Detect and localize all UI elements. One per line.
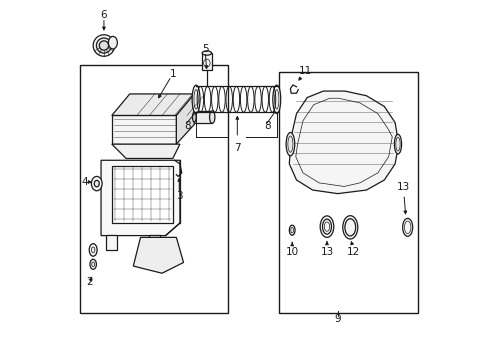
Polygon shape [112, 116, 176, 144]
Ellipse shape [92, 262, 94, 267]
Polygon shape [289, 91, 398, 194]
Ellipse shape [202, 51, 211, 55]
Bar [278, 72, 418, 313]
Ellipse shape [91, 176, 102, 191]
Bar [202, 53, 211, 70]
Text: 13: 13 [396, 182, 409, 192]
Ellipse shape [94, 180, 99, 187]
Text: 2: 2 [86, 277, 93, 287]
Ellipse shape [209, 111, 214, 123]
Polygon shape [112, 166, 172, 223]
Ellipse shape [96, 38, 111, 53]
Text: 8: 8 [264, 121, 270, 131]
Polygon shape [112, 144, 180, 158]
Ellipse shape [272, 85, 280, 113]
Text: 1: 1 [169, 69, 176, 79]
Ellipse shape [394, 134, 401, 154]
Ellipse shape [285, 132, 294, 156]
Ellipse shape [287, 136, 292, 152]
Bar [106, 235, 117, 250]
Ellipse shape [192, 112, 196, 122]
Bar [149, 235, 160, 250]
Polygon shape [133, 237, 183, 273]
Ellipse shape [402, 219, 412, 236]
Text: 4: 4 [81, 177, 88, 187]
Ellipse shape [395, 137, 399, 151]
Text: 12: 12 [346, 247, 359, 257]
Text: 8: 8 [183, 121, 190, 131]
Bar [80, 65, 228, 313]
Ellipse shape [290, 228, 293, 233]
Polygon shape [112, 94, 194, 116]
Ellipse shape [342, 216, 357, 239]
Ellipse shape [99, 41, 108, 50]
Text: 6: 6 [101, 10, 107, 20]
Ellipse shape [289, 225, 294, 235]
Text: 7: 7 [234, 143, 240, 153]
Ellipse shape [192, 85, 200, 113]
Ellipse shape [108, 36, 117, 49]
Ellipse shape [320, 216, 333, 237]
Ellipse shape [93, 35, 115, 56]
Ellipse shape [91, 247, 95, 253]
Text: 10: 10 [285, 247, 298, 257]
Polygon shape [176, 94, 194, 144]
Ellipse shape [274, 90, 278, 109]
Text: 9: 9 [334, 314, 340, 324]
Bar [194, 111, 212, 123]
Text: 5: 5 [202, 44, 208, 54]
Ellipse shape [90, 259, 96, 269]
Text: 11: 11 [298, 66, 311, 76]
Ellipse shape [194, 90, 198, 109]
Ellipse shape [89, 244, 97, 256]
Text: 13: 13 [320, 247, 333, 257]
Polygon shape [101, 160, 180, 235]
Text: 3: 3 [176, 191, 182, 201]
